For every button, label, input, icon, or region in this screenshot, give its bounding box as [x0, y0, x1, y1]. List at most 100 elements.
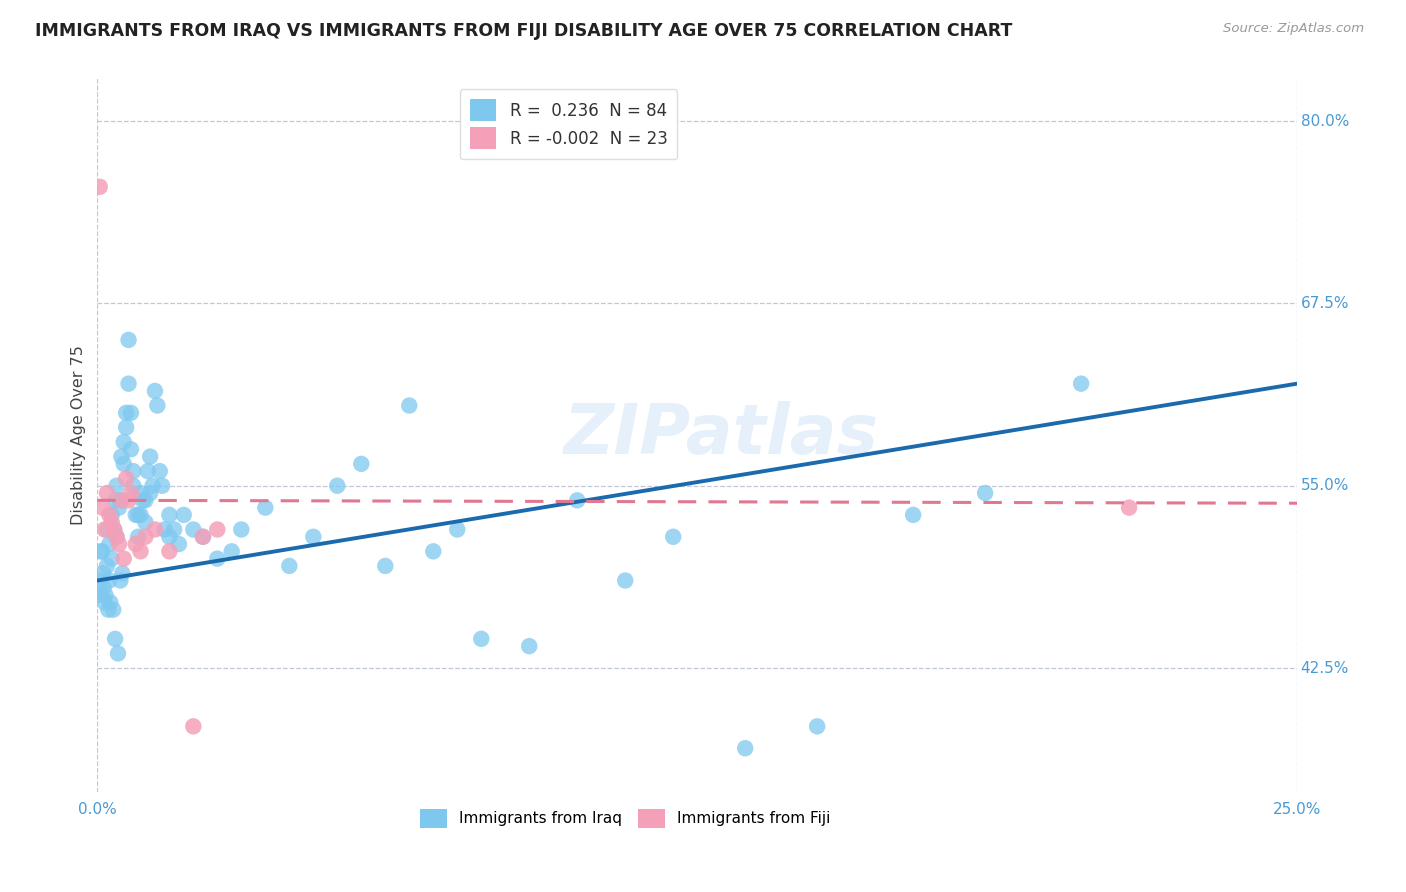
Text: Source: ZipAtlas.com: Source: ZipAtlas.com — [1223, 22, 1364, 36]
Point — [98, 574, 121, 588]
Point — [97, 603, 120, 617]
Point — [104, 632, 127, 646]
Point — [115, 471, 138, 485]
Text: 55.0%: 55.0% — [1301, 478, 1348, 493]
Point — [110, 450, 132, 464]
Point — [143, 384, 166, 398]
Text: 67.5%: 67.5% — [1301, 296, 1350, 311]
Point — [105, 530, 128, 544]
Point — [207, 551, 229, 566]
Point — [91, 500, 114, 515]
Point — [350, 457, 373, 471]
Point — [134, 530, 156, 544]
Point — [129, 486, 152, 500]
Point — [120, 486, 142, 500]
Point — [112, 551, 135, 566]
Point — [93, 581, 115, 595]
Point — [221, 544, 243, 558]
Point — [614, 574, 637, 588]
Point — [111, 566, 134, 581]
Point — [734, 741, 756, 756]
Point — [139, 486, 162, 500]
Point — [98, 508, 121, 522]
Point — [120, 442, 142, 457]
Point — [110, 493, 132, 508]
Point — [183, 719, 205, 733]
Point — [134, 515, 156, 529]
Point — [110, 574, 132, 588]
Point — [153, 523, 176, 537]
Point — [122, 479, 145, 493]
Point — [157, 544, 180, 558]
Point — [100, 515, 122, 529]
Point — [302, 530, 325, 544]
Point — [94, 588, 117, 602]
Point — [374, 558, 396, 573]
Point — [163, 523, 186, 537]
Point — [146, 399, 169, 413]
Point — [278, 558, 301, 573]
Point — [89, 179, 111, 194]
Point — [207, 523, 229, 537]
Point — [120, 406, 142, 420]
Point — [96, 523, 118, 537]
Point — [974, 486, 997, 500]
Point — [125, 537, 148, 551]
Text: IMMIGRANTS FROM IRAQ VS IMMIGRANTS FROM FIJI DISABILITY AGE OVER 75 CORRELATION : IMMIGRANTS FROM IRAQ VS IMMIGRANTS FROM … — [35, 22, 1012, 40]
Point — [91, 544, 114, 558]
Point — [93, 523, 115, 537]
Point — [93, 595, 115, 609]
Point — [157, 508, 180, 522]
Point — [1070, 376, 1092, 391]
Point — [90, 544, 112, 558]
Point — [134, 493, 156, 508]
Point — [98, 595, 121, 609]
Point — [167, 537, 190, 551]
Text: ZIPatlas: ZIPatlas — [564, 401, 879, 468]
Point — [90, 588, 112, 602]
Point — [567, 493, 589, 508]
Point — [115, 420, 138, 434]
Point — [108, 500, 131, 515]
Point — [117, 333, 139, 347]
Point — [112, 457, 135, 471]
Point — [150, 479, 173, 493]
Point — [100, 551, 122, 566]
Y-axis label: Disability Age Over 75: Disability Age Over 75 — [72, 345, 86, 524]
Point — [108, 537, 131, 551]
Point — [127, 508, 149, 522]
Point — [110, 493, 132, 508]
Point — [117, 376, 139, 391]
Point — [662, 530, 685, 544]
Point — [517, 639, 540, 653]
Point — [422, 544, 444, 558]
Point — [446, 523, 468, 537]
Point — [129, 508, 152, 522]
Point — [98, 537, 121, 551]
Point — [129, 544, 152, 558]
Point — [143, 523, 166, 537]
Point — [470, 632, 492, 646]
Point — [96, 486, 118, 500]
Point — [1118, 500, 1140, 515]
Point — [100, 508, 122, 522]
Point — [191, 530, 214, 544]
Point — [141, 479, 163, 493]
Point — [125, 508, 148, 522]
Point — [96, 558, 118, 573]
Point — [901, 508, 924, 522]
Point — [191, 530, 214, 544]
Point — [231, 523, 253, 537]
Point — [254, 500, 277, 515]
Text: 80.0%: 80.0% — [1301, 113, 1348, 128]
Text: 42.5%: 42.5% — [1301, 660, 1348, 675]
Point — [91, 566, 114, 581]
Point — [139, 450, 162, 464]
Point — [149, 464, 172, 478]
Point — [183, 523, 205, 537]
Point — [326, 479, 349, 493]
Point — [103, 523, 125, 537]
Point — [132, 493, 155, 508]
Point — [103, 523, 125, 537]
Point — [89, 574, 111, 588]
